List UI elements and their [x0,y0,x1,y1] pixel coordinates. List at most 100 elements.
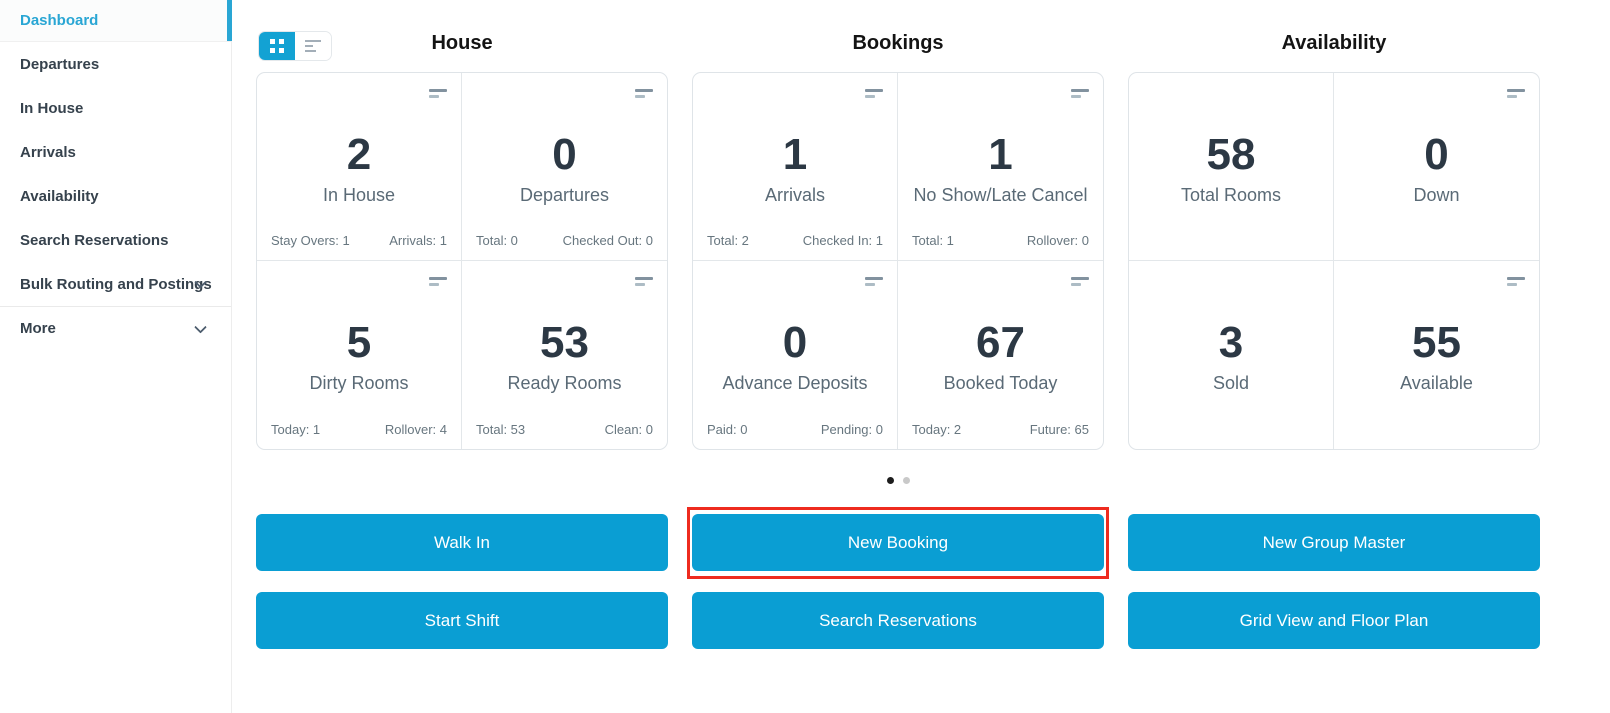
stat-value: 2 [346,130,372,179]
card-filter-icon[interactable] [1507,89,1525,99]
stat-card-down: 0 Down [1334,73,1539,261]
active-indicator-bar [227,0,232,41]
stat-footnote-right: Clean: 0 [604,422,653,437]
sidebar-item-dashboard[interactable]: Dashboard [0,0,232,42]
sidebar-item-label: Arrivals [20,143,76,161]
stat-label: Booked Today [943,373,1058,394]
card-filter-icon[interactable] [1071,89,1089,99]
card-filter-icon[interactable] [429,89,447,99]
stat-footnote-right: Checked Out: 0 [562,233,653,248]
stat-label: Available [1400,373,1473,394]
stat-card-no-show-late-cancel: 1 No Show/Late Cancel Total: 1 Rollover:… [898,73,1103,261]
pagination-dot-active[interactable] [886,477,894,484]
stat-footnote-left: Total: 53 [476,422,526,437]
stat-footnote-right: Future: 65 [1029,422,1089,437]
sidebar-item-label: Availability [20,187,99,205]
sidebar-item-departures[interactable]: Departures [0,42,231,86]
sidebar-item-label: Dashboard [20,12,99,29]
stat-label: Ready Rooms [507,373,622,394]
walk-in-button[interactable]: Walk In [256,514,668,571]
section-title-bookings: Bookings [852,32,944,54]
card-filter-icon[interactable] [429,277,447,287]
card-filter-icon[interactable] [865,277,883,287]
new-group-master-button[interactable]: New Group Master [1128,514,1540,571]
sidebar-item-arrivals[interactable]: Arrivals [0,130,231,174]
stat-footnote-right: Checked In: 1 [802,233,883,248]
stat-value: 5 [346,318,372,367]
list-view-button[interactable] [295,32,331,60]
sidebar-item-label: In House [20,99,84,117]
dashboard-main: House Bookings Availability 2 In House S… [256,0,1540,713]
card-filter-icon[interactable] [635,277,653,287]
section-availability: 58 Total Rooms 0 Down 3 Sold [1128,72,1540,450]
stat-footnote-left: Total: 2 [707,233,749,248]
stat-value: 53 [540,318,589,367]
stat-value: 3 [1218,318,1244,367]
grid-view-button[interactable] [259,32,295,60]
stat-value: 1 [988,130,1013,179]
sidebar-item-label: Bulk Routing and Postings [20,275,212,293]
stat-label: In House [322,185,396,206]
sidebar-item-availability[interactable]: Availability [0,174,231,218]
stat-footnote-right: Rollover: 4 [384,422,447,437]
stat-card-total-rooms: 58 Total Rooms [1129,73,1334,261]
stat-label: No Show/Late Cancel [913,185,1088,206]
sidebar-item-label: More [20,320,56,337]
list-view-icon [304,40,322,52]
sidebar-item-bulk-routing-and-postings[interactable]: Bulk Routing and Postings [0,262,231,306]
stat-value: 55 [1412,318,1461,367]
stat-card-arrivals: 1 Arrivals Total: 2 Checked In: 1 [693,73,898,261]
section-title-house: House [431,32,493,54]
sidebar: Dashboard Departures In House Arrivals A… [0,0,232,713]
section-house: 2 In House Stay Overs: 1 Arrivals: 1 0 D… [256,72,668,450]
stat-value: 0 [1424,130,1449,179]
new-booking-button[interactable]: New Booking [692,514,1104,571]
stat-footnote-left: Total: 1 [912,233,954,248]
sidebar-item-more[interactable]: More [0,306,231,350]
stat-card-available: 55 Available [1334,261,1539,449]
stat-value: 58 [1206,130,1256,179]
card-filter-icon[interactable] [1507,277,1525,287]
stat-value: 1 [782,130,808,179]
carousel-pagination [256,477,1540,484]
stat-card-sections: 2 In House Stay Overs: 1 Arrivals: 1 0 D… [256,72,1540,450]
stat-value: 67 [976,318,1025,367]
stat-footnote-left: Today: 2 [912,422,962,437]
stat-label: Total Rooms [1180,185,1282,206]
stat-footnote-left: Total: 0 [476,233,518,248]
sidebar-item-label: Search Reservations [20,231,169,249]
quick-action-buttons: Walk In New Booking New Group Master Sta… [256,507,1540,649]
stat-card-departures: 0 Departures Total: 0 Checked Out: 0 [462,73,667,261]
chevron-down-icon [194,320,207,334]
stat-label: Advance Deposits [722,373,868,394]
grid-view-floor-plan-button[interactable]: Grid View and Floor Plan [1128,592,1540,649]
sidebar-item-search-reservations[interactable]: Search Reservations [0,218,231,262]
stat-footnote-left: Stay Overs: 1 [271,233,350,248]
stat-label: Departures [519,185,610,206]
grid-view-icon [270,39,284,53]
view-toggle [258,31,332,61]
stat-footnote-right: Rollover: 0 [1026,233,1089,248]
pagination-dot[interactable] [902,477,910,484]
section-headers: House Bookings Availability [256,32,1540,55]
start-shift-button[interactable]: Start Shift [256,592,668,649]
section-bookings: 1 Arrivals Total: 2 Checked In: 1 1 No S… [692,72,1104,450]
stat-card-booked-today: 67 Booked Today Today: 2 Future: 65 [898,261,1103,449]
stat-card-in-house: 2 In House Stay Overs: 1 Arrivals: 1 [257,73,462,261]
stat-label: Arrivals [764,185,825,206]
section-title-availability: Availability [1281,32,1387,54]
card-filter-icon[interactable] [865,89,883,99]
stat-footnote-right: Arrivals: 1 [389,233,447,248]
search-reservations-button[interactable]: Search Reservations [692,592,1104,649]
stat-label: Sold [1212,373,1250,394]
stat-card-advance-deposits: 0 Advance Deposits Paid: 0 Pending: 0 [693,261,898,449]
stat-footnote-right: Pending: 0 [820,422,883,437]
stat-label: Dirty Rooms [309,373,409,394]
sidebar-item-in-house[interactable]: In House [0,86,231,130]
card-filter-icon[interactable] [1071,277,1089,287]
stat-value: 0 [782,318,808,367]
stat-label: Down [1413,185,1460,206]
stat-card-ready-rooms: 53 Ready Rooms Total: 53 Clean: 0 [462,261,667,449]
stat-card-dirty-rooms: 5 Dirty Rooms Today: 1 Rollover: 4 [257,261,462,449]
card-filter-icon[interactable] [635,89,653,99]
